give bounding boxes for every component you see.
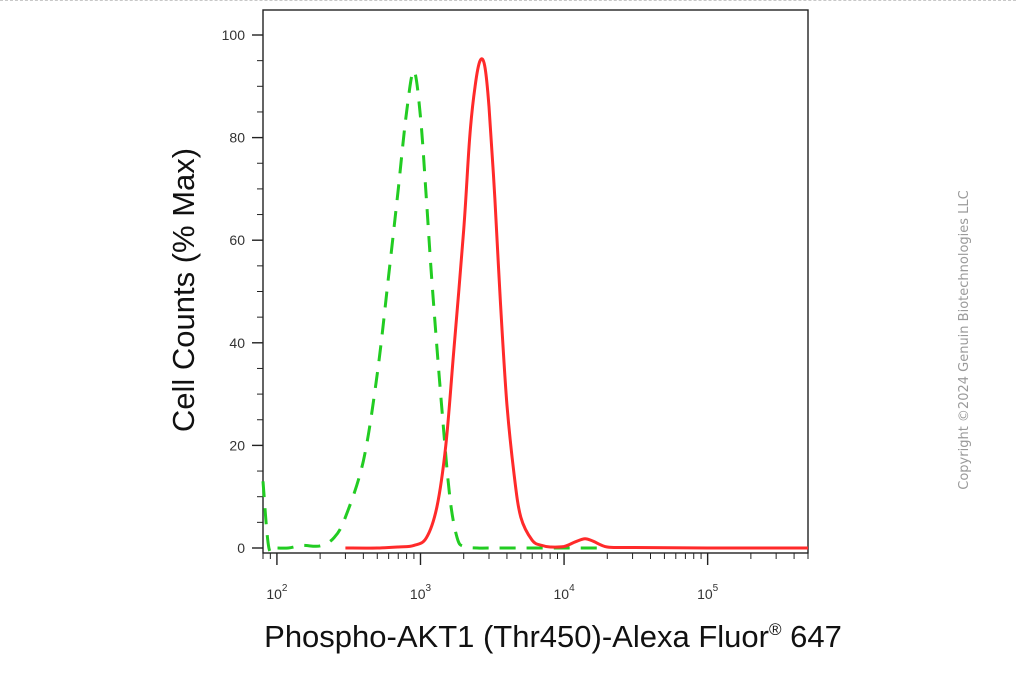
x-tick-label: 102 (266, 583, 288, 602)
top-border (0, 0, 1016, 1)
x-tick-label: 103 (410, 583, 432, 602)
x-tick-label: 105 (697, 583, 719, 602)
histogram-curves (261, 57, 809, 555)
y-axis-title: Cell Counts (% Max) (166, 148, 201, 432)
copyright-watermark: Copyright ©2024 Genuin Biotechnologies L… (957, 190, 972, 489)
x-axis-title-suffix: 647 (782, 619, 842, 654)
plot-frame (262, 9, 809, 554)
x-axis-title-main: Phospho-AKT1 (Thr450)-Alexa Fluor (264, 619, 769, 654)
y-tick-label: 0 (237, 540, 245, 556)
sample-histogram-line (345, 57, 809, 550)
x-axis-title-registered-mark: ® (769, 620, 782, 639)
control-histogram-line (261, 69, 608, 555)
y-tick-label: 80 (229, 130, 245, 146)
axes (252, 9, 809, 565)
y-tick-label: 40 (229, 335, 245, 351)
y-tick-label: 60 (229, 232, 245, 248)
y-tick-label: 100 (222, 27, 246, 43)
x-axis-title: Phospho-AKT1 (Thr450)-Alexa Fluor® 647 (264, 619, 842, 654)
tick-labels: 0 20 40 60 80 100 102 103 104 105 (222, 27, 719, 602)
y-tick-label: 20 (229, 437, 245, 453)
x-tick-label: 104 (553, 583, 575, 602)
